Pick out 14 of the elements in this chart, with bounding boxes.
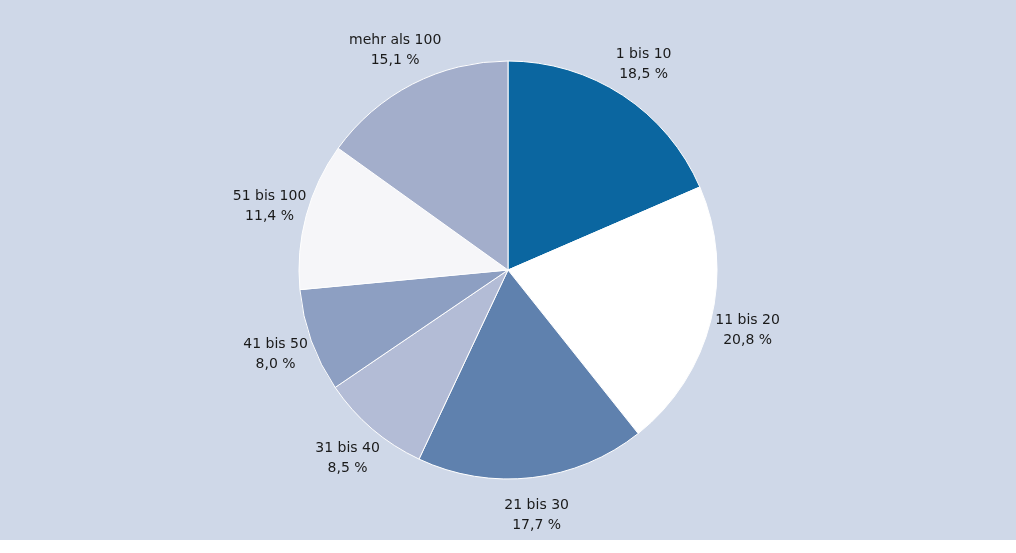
slice-label: 21 bis 30 — [504, 496, 569, 513]
data-label: 17,7 % — [512, 516, 562, 533]
data-label: 20,8 % — [723, 330, 773, 347]
slice-label: 51 bis 100 — [232, 186, 307, 203]
data-label: 8,0 % — [255, 354, 296, 371]
data-label: 18,5 % — [619, 64, 669, 81]
slice-label: 11 bis 20 — [715, 310, 780, 327]
slice-label: mehr als 100 — [349, 31, 442, 48]
slice-label: 41 bis 50 — [243, 334, 308, 351]
data-label: 11,4 % — [245, 206, 295, 223]
data-label: 8,5 % — [327, 458, 368, 475]
slice-label: 1 bis 10 — [615, 44, 672, 61]
data-label: 15,1 % — [370, 51, 420, 68]
slice-label: 31 bis 40 — [315, 438, 380, 455]
